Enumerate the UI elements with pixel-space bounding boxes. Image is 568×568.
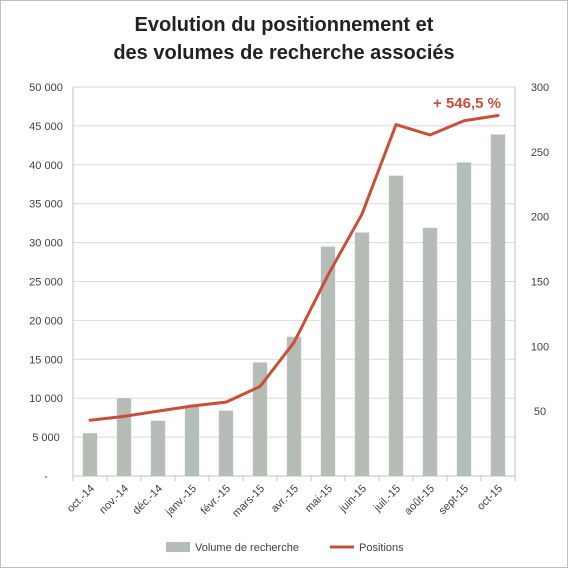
y-left-tick-label: 35 000 [29,199,63,211]
x-tick-label: août-15 [402,483,437,518]
positions-line [88,114,500,422]
bar [82,433,98,476]
x-tick-label: nov.-14 [97,483,131,517]
x-tick-label: oct.-14 [65,483,97,515]
chart-title: Evolution du positionnement et des volum… [1,11,567,67]
bar [286,336,302,476]
y-right-tick-label: 250 [531,147,549,159]
y-left-tick-label: 45 000 [29,121,63,133]
legend-swatch-bars [166,542,190,552]
y-left-tick-label: 15 000 [29,354,63,366]
bar [422,227,438,476]
x-tick-label: juin-15 [337,483,370,516]
x-tick-label: mai-15 [303,483,335,515]
y-left-tick-label: - [44,471,48,483]
bar [456,162,472,476]
y-right-tick-label: 50 [534,406,546,418]
bar [218,410,234,476]
x-tick-label: sept-15 [437,483,471,517]
y-right-tick-label: 150 [531,277,549,289]
x-tick-label: oct-15 [475,483,505,513]
legend-label-bars: Volume de recherche [195,542,299,554]
y-left-tick-label: 10 000 [29,393,63,405]
chart-title-line-1: Evolution du positionnement et [134,14,434,36]
bar [388,175,404,476]
bar [354,232,370,476]
x-tick-label: juil.-15 [371,483,403,515]
y-left-tick-label: 50 000 [29,82,63,94]
chart-title-line-2: des volumes de recherche associés [113,42,455,64]
y-left-tick-label: 30 000 [29,238,63,250]
growth-annotation: + 546,5 % [433,95,501,112]
bar [320,246,336,476]
y-left-tick-label: 25 000 [29,277,63,289]
bar [490,134,506,476]
bar [150,420,166,476]
legend-label-line: Positions [359,542,404,554]
x-tick-label: janv.-15 [163,483,199,519]
x-tick-label: mars-15 [230,483,267,520]
y-right-tick-label: 200 [531,212,549,224]
y-left-tick-label: 20 000 [29,315,63,327]
y-right-tick-label: 100 [531,341,549,353]
bar [184,405,200,476]
bar [252,362,268,476]
x-tick-label: févr.-15 [199,483,233,517]
x-tick-label: avr.-15 [269,483,301,515]
y-left-tick-label: 5 000 [32,432,60,444]
x-tick-label: déc.-14 [131,483,165,517]
bar [116,398,132,476]
y-right-tick-label: 300 [531,82,549,94]
y-left-tick-label: 40 000 [29,160,63,172]
